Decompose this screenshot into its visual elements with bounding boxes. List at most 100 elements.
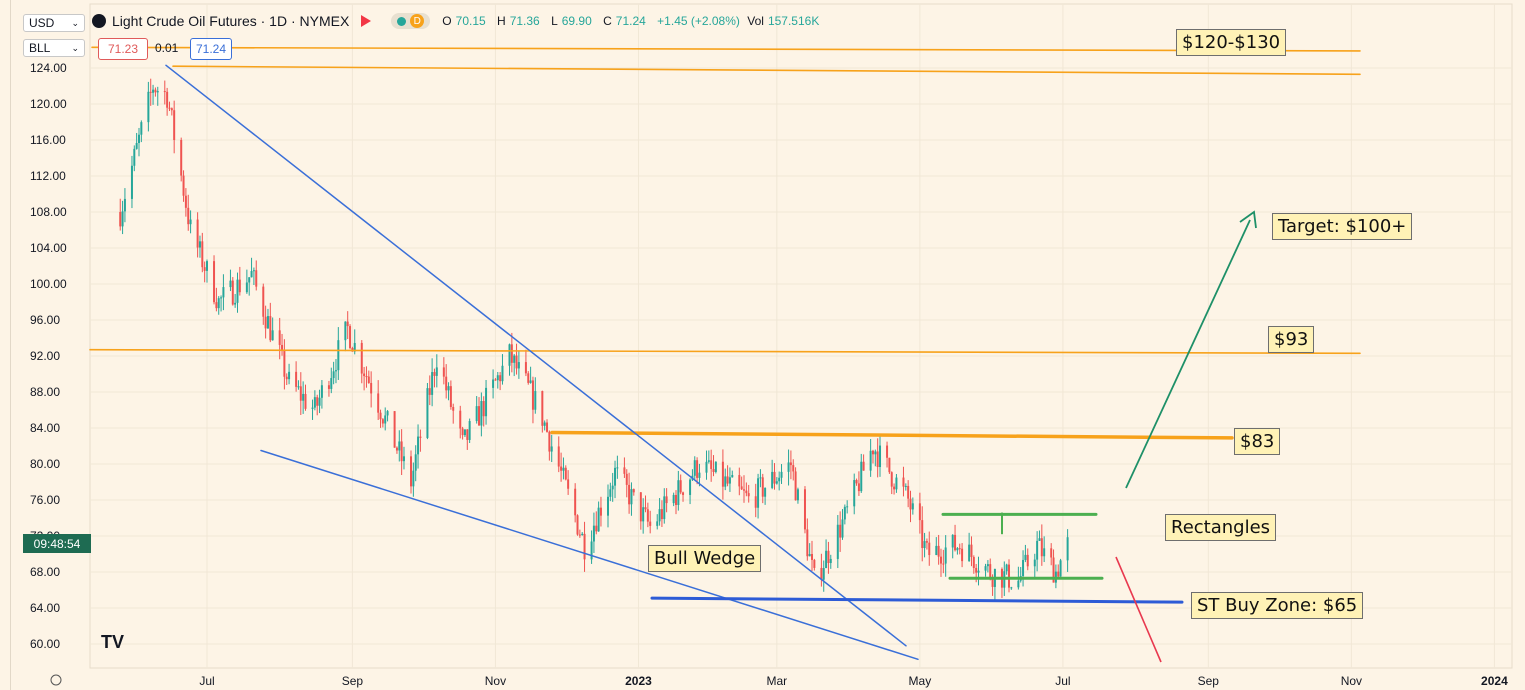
- candle-body: [367, 376, 370, 383]
- candle-body: [508, 344, 511, 366]
- candle-body: [189, 219, 192, 225]
- candle-body: [442, 367, 445, 377]
- candle-body: [198, 241, 201, 248]
- candle-body: [1026, 554, 1029, 567]
- candle-body: [757, 478, 760, 508]
- flag-icon[interactable]: [361, 15, 372, 27]
- candle-body: [796, 489, 799, 501]
- candle-body: [743, 489, 746, 491]
- candle-body: [656, 521, 659, 526]
- candle-body: [156, 91, 159, 93]
- candle-body: [431, 372, 434, 395]
- candle-body: [1036, 540, 1039, 560]
- annotation-120-130[interactable]: $120-$130: [1176, 29, 1287, 56]
- candle-body: [958, 548, 961, 550]
- candle-body: [911, 503, 914, 510]
- candle-body: [147, 91, 150, 123]
- candle-body: [206, 261, 208, 271]
- candle-body: [281, 344, 284, 350]
- annotation-bull-wedge[interactable]: Bull Wedge: [648, 545, 762, 572]
- candle-body: [578, 534, 581, 536]
- candle-body: [264, 316, 267, 329]
- candle-body: [895, 477, 898, 490]
- time-axis: Jul Sep Nov 2023 Mar May Jul Sep Nov 2024: [50, 674, 1508, 688]
- candle-body: [614, 467, 617, 486]
- candle-body: [811, 554, 814, 560]
- candle-body: [485, 387, 488, 417]
- candle-body: [705, 461, 708, 473]
- annotation-rectangles[interactable]: Rectangles: [1165, 514, 1277, 541]
- candle-body: [295, 371, 298, 387]
- candle-body: [672, 494, 675, 504]
- candle-body: [154, 89, 157, 93]
- candle-body: [862, 461, 865, 471]
- candle-body: [332, 371, 335, 379]
- candle-body: [935, 545, 938, 556]
- candle-body: [255, 270, 258, 287]
- candle-body: [806, 529, 809, 557]
- candle-body: [675, 494, 677, 505]
- x-tick-label: Sep: [1198, 674, 1220, 688]
- y-tick-label: 112.00: [30, 169, 66, 183]
- candle-body: [513, 355, 516, 363]
- candle-body: [841, 519, 844, 538]
- candle-body: [398, 441, 401, 451]
- candle-body: [663, 496, 666, 520]
- candle-body: [625, 473, 628, 485]
- candle-body: [447, 386, 450, 391]
- delayed-icon: D: [410, 14, 425, 28]
- candle-body: [724, 476, 727, 487]
- annotation-83[interactable]: $83: [1234, 428, 1281, 455]
- candle-body: [829, 558, 832, 564]
- symbol-title[interactable]: Light Crude Oil Futures · 1D · NYMEX: [112, 13, 350, 29]
- candle-body: [970, 544, 973, 558]
- candle-body: [574, 488, 577, 516]
- candle-body: [975, 567, 978, 573]
- candle-body: [731, 475, 734, 478]
- candle-body: [639, 492, 642, 522]
- y-tick-label: 116.00: [30, 133, 66, 147]
- annotation-buy-zone[interactable]: ST Buy Zone: $65: [1191, 592, 1364, 619]
- annotation-93[interactable]: $93: [1268, 326, 1315, 353]
- candle-body: [696, 460, 699, 478]
- bid-price[interactable]: 71.23: [98, 38, 148, 60]
- candle-body: [231, 280, 234, 305]
- status-badge[interactable]: D: [391, 13, 431, 29]
- settings-gear-icon: [50, 674, 62, 686]
- candle-body: [606, 496, 609, 516]
- candle-body: [590, 541, 593, 560]
- candle-body: [414, 454, 417, 471]
- candle-body: [721, 461, 724, 487]
- candle-body: [853, 480, 856, 507]
- candle-body: [344, 321, 347, 341]
- candle-body: [501, 365, 504, 382]
- y-tick-label: 120.00: [30, 97, 67, 111]
- candle-body: [222, 287, 225, 298]
- candle-body: [318, 397, 321, 406]
- unit-select[interactable]: BLL ⌄: [23, 39, 85, 57]
- annotation-target[interactable]: Target: $100+: [1272, 213, 1413, 240]
- candle-body: [871, 450, 874, 455]
- candle-body: [567, 479, 570, 489]
- candle-body: [334, 370, 337, 372]
- candle-body: [337, 340, 340, 371]
- currency-value: USD: [29, 16, 55, 30]
- candle-body: [196, 219, 199, 248]
- candle-body: [857, 483, 860, 492]
- plot-frame: [89, 3, 1513, 669]
- candle-body: [278, 330, 281, 345]
- candle-body: [529, 380, 532, 383]
- candle-body: [201, 241, 204, 268]
- candle-body: [646, 509, 649, 522]
- x-tick-label: Nov: [1341, 674, 1362, 688]
- currency-select[interactable]: USD ⌄: [23, 14, 85, 32]
- candle-body: [365, 376, 368, 378]
- candle-body: [609, 489, 612, 497]
- y-tick-label: 84.00: [30, 421, 60, 435]
- candle-body: [693, 460, 696, 476]
- candle-body: [531, 380, 534, 410]
- candle-body: [876, 451, 879, 468]
- ask-price[interactable]: 71.24: [190, 38, 232, 60]
- candle-body: [925, 541, 928, 543]
